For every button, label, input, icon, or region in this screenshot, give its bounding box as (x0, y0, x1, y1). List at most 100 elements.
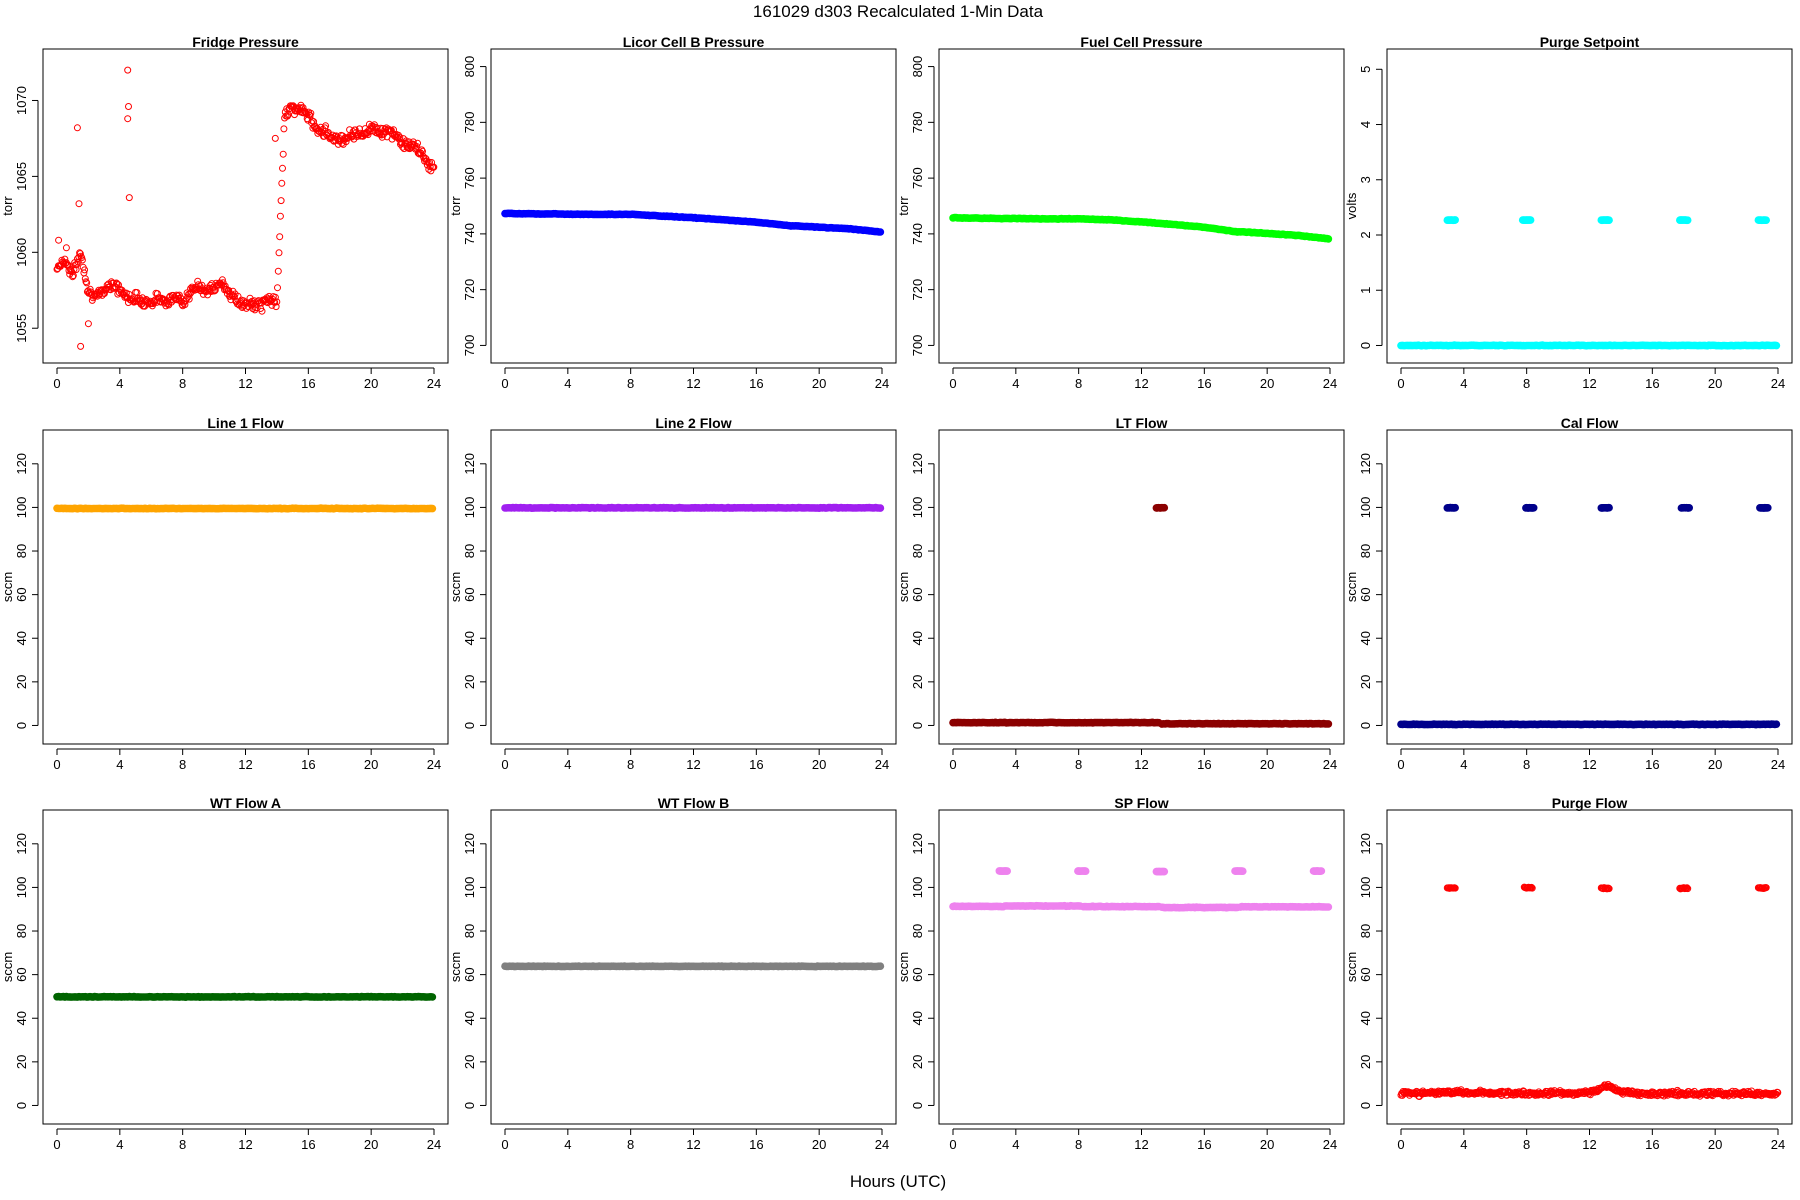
y-tick-label: 40 (910, 631, 925, 645)
x-tick-label: 4 (1012, 1137, 1019, 1152)
y-tick-label: 760 (910, 167, 925, 189)
figure-xlabel: Hours (UTC) (850, 1172, 946, 1191)
figure-suptitle: 161029 d303 Recalculated 1-Min Data (753, 2, 1044, 21)
data-points (949, 867, 1333, 912)
y-axis-label: sccm (0, 572, 15, 602)
data-point (83, 279, 91, 287)
panel-6: LT Flow sccm 0 4 8 12 16 20 24 0 20 40 60 80 100 120 (896, 415, 1345, 772)
data-point (55, 236, 63, 244)
data-point (153, 290, 161, 298)
data-point (1324, 235, 1333, 243)
data-points (53, 66, 438, 350)
y-tick-label: 2 (1358, 231, 1373, 238)
y-tick-label: 3 (1358, 176, 1373, 183)
data-point (230, 293, 238, 301)
y-axis-label: volts (1344, 192, 1359, 219)
x-tick-label: 8 (1523, 1137, 1530, 1152)
x-tick-label: 8 (179, 1137, 186, 1152)
x-axis: 0 4 8 12 16 20 24 (1397, 367, 1785, 391)
plot-frame (1386, 429, 1793, 745)
x-tick-label: 12 (238, 757, 252, 772)
y-tick-label: 1 (1358, 287, 1373, 294)
y-tick-label: 80 (462, 544, 477, 558)
data-point (414, 139, 421, 147)
y-tick-label: 100 (462, 877, 477, 899)
x-tick-label: 16 (1645, 376, 1659, 391)
x-tick-label: 16 (1645, 757, 1659, 772)
y-tick-label: 120 (1358, 453, 1373, 475)
y-tick-label: 0 (1358, 722, 1373, 729)
plot-frame (1386, 809, 1793, 1125)
data-point (1003, 867, 1011, 875)
panel-4: Line 1 Flow sccm 0 4 8 12 16 20 24 0 20 40 60 80 100 12… (0, 415, 449, 772)
data-point (124, 115, 132, 123)
data-point (1772, 720, 1781, 728)
panel-title: Purge Flow (1552, 795, 1628, 811)
data-point (1160, 867, 1169, 876)
y-tick-label: 700 (462, 335, 477, 357)
plot-frame (938, 809, 1345, 1125)
y-tick-label: 40 (14, 631, 29, 645)
panel-5: Line 2 Flow sccm 0 4 8 12 16 20 24 0 20 40 60 80 100 12… (448, 415, 897, 772)
y-axis-label: sccm (896, 952, 911, 982)
data-points (501, 503, 885, 512)
x-tick-label: 20 (812, 1137, 826, 1152)
data-point (876, 962, 885, 970)
x-tick-label: 16 (1645, 1137, 1659, 1152)
data-point (1605, 885, 1613, 893)
x-tick-label: 20 (364, 1137, 378, 1152)
data-point (274, 284, 281, 292)
y-tick-label: 0 (462, 1102, 477, 1109)
x-tick-label: 0 (53, 376, 60, 391)
x-tick-label: 8 (179, 757, 186, 772)
y-axis: 0 20 40 60 80 100 120 (14, 833, 39, 1109)
x-tick-label: 24 (427, 757, 441, 772)
data-point (1451, 216, 1459, 224)
x-tick-label: 16 (749, 376, 763, 391)
y-tick-label: 120 (462, 453, 477, 475)
data-points (949, 503, 1333, 728)
y-tick-label: 80 (14, 924, 29, 938)
y-tick-label: 80 (1358, 924, 1373, 938)
plot-frame (1386, 48, 1793, 364)
data-point (61, 255, 69, 263)
x-axis: 0 4 8 12 16 20 24 (949, 748, 1337, 772)
x-tick-label: 24 (875, 757, 889, 772)
y-axis-label: sccm (1344, 952, 1359, 982)
data-point (82, 278, 90, 286)
data-point (299, 104, 307, 112)
x-tick-label: 4 (1460, 1137, 1467, 1152)
y-tick-label: 780 (910, 111, 925, 133)
data-point (1451, 884, 1459, 892)
x-tick-label: 20 (1260, 1137, 1274, 1152)
y-tick-label: 20 (1358, 1055, 1373, 1069)
y-axis-label: sccm (448, 572, 463, 602)
data-point (279, 164, 286, 172)
x-tick-label: 0 (501, 757, 508, 772)
y-axis: 700 720 740 760 780 800 (462, 56, 487, 357)
data-point (394, 131, 402, 139)
y-tick-label: 20 (910, 675, 925, 689)
y-axis-label: sccm (448, 952, 463, 982)
x-tick-label: 16 (749, 757, 763, 772)
data-point (1529, 504, 1538, 512)
data-point (393, 133, 401, 141)
y-axis: 0 20 40 60 80 100 120 (1358, 453, 1383, 729)
y-tick-label: 0 (14, 722, 29, 729)
data-point (125, 194, 133, 202)
data-point (378, 133, 386, 141)
data-points (501, 962, 885, 971)
data-point (279, 150, 287, 158)
y-axis: 0 20 40 60 80 100 120 (1358, 833, 1383, 1109)
x-tick-label: 4 (1460, 757, 1467, 772)
data-point (280, 125, 288, 133)
data-point (276, 233, 284, 241)
data-point (74, 258, 82, 266)
panel-title: Purge Setpoint (1540, 34, 1640, 50)
x-tick-label: 12 (686, 376, 700, 391)
y-axis-label: sccm (896, 572, 911, 602)
y-tick-label: 20 (14, 675, 29, 689)
x-tick-label: 24 (1323, 757, 1337, 772)
